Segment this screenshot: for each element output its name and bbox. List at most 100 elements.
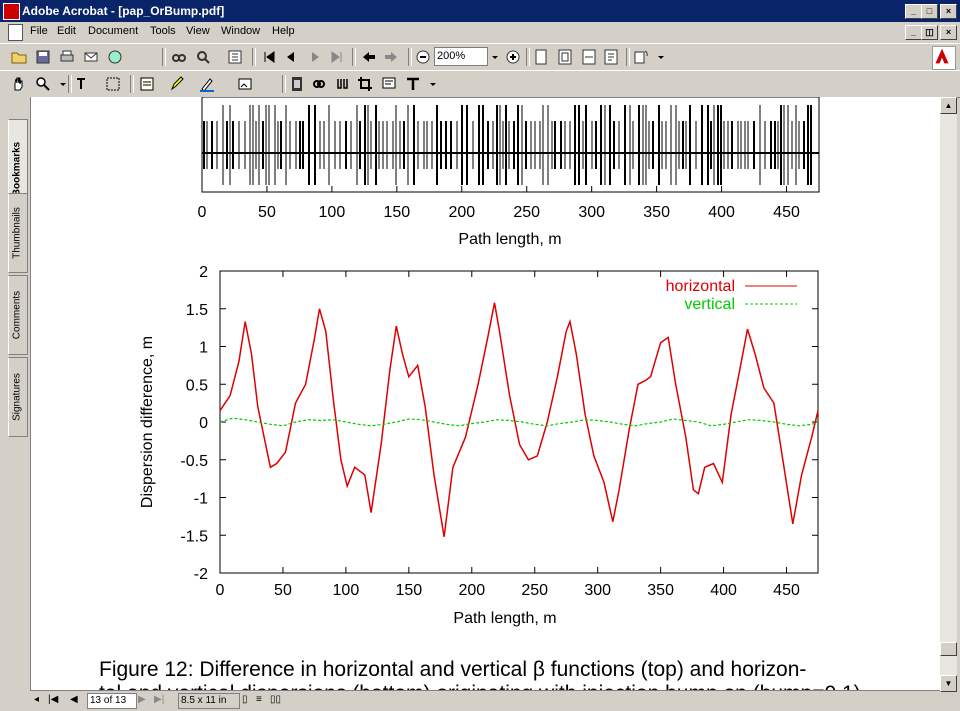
rotate-icon[interactable] xyxy=(632,48,650,66)
form-tool-icon[interactable] xyxy=(380,75,398,93)
find-icon[interactable] xyxy=(170,48,188,66)
zoom-tool-dropdown-icon[interactable] xyxy=(54,75,66,93)
single-page-layout-icon[interactable]: ▯ xyxy=(242,694,248,705)
status-first-page-icon[interactable]: |◀ xyxy=(48,694,59,705)
chart-ylabel: Dispersion difference, m xyxy=(139,336,156,508)
search-web-icon[interactable] xyxy=(106,48,124,66)
pdf-page: 0 50 100 150 200 250 300 350 400 450 Path length,… xyxy=(99,97,861,692)
scrollbar-thumb[interactable] xyxy=(940,642,957,656)
open-icon[interactable] xyxy=(10,48,28,66)
rotate-dropdown-icon[interactable] xyxy=(652,48,664,66)
zoom-tool-icon[interactable] xyxy=(34,75,52,93)
toolbar-main: 200% xyxy=(0,43,960,71)
last-page-icon[interactable] xyxy=(328,48,346,66)
tab-thumbnails[interactable]: Thumbnails xyxy=(8,193,28,273)
minimize-button[interactable]: _ xyxy=(905,4,922,19)
menu-file[interactable]: File xyxy=(30,25,48,37)
y-tick-label: -1.5 xyxy=(180,528,208,545)
go-forward-icon[interactable] xyxy=(382,48,400,66)
movie-tool-icon[interactable] xyxy=(288,75,306,93)
toolbar-separator xyxy=(130,75,134,93)
toolbar-separator xyxy=(626,48,630,66)
next-page-icon[interactable] xyxy=(306,48,324,66)
zoom-in-icon[interactable] xyxy=(504,48,522,66)
page-number-field[interactable]: 13 of 13 xyxy=(87,693,137,709)
chart-frame xyxy=(219,270,819,574)
text-select-icon[interactable] xyxy=(74,75,92,93)
x-tick-label: 0 xyxy=(216,582,225,599)
fit-width-icon[interactable] xyxy=(580,48,598,66)
menu-document[interactable]: Document xyxy=(88,25,139,37)
pencil-tool-icon[interactable] xyxy=(168,75,186,93)
top-plot-xlabel: Path length, m xyxy=(458,231,561,248)
menu-view[interactable]: View xyxy=(186,25,210,37)
touchup-text-icon[interactable] xyxy=(404,75,422,93)
x-tick-label: 150 xyxy=(395,582,422,599)
window-title: Adobe Acrobat - [pap_OrBump.pdf] xyxy=(22,4,225,18)
tab-comments[interactable]: Comments xyxy=(8,275,28,355)
navigation-pane-icon[interactable] xyxy=(226,48,244,66)
pdf-document-icon[interactable] xyxy=(8,24,23,41)
menu-edit[interactable]: Edit xyxy=(57,25,76,37)
top-x-tick-label: 150 xyxy=(383,204,410,221)
touchup-dropdown-icon[interactable] xyxy=(424,75,436,93)
adobe-logo-icon[interactable] xyxy=(932,46,956,70)
email-icon[interactable] xyxy=(82,48,100,66)
top-plot-frame xyxy=(201,97,820,193)
highlight-tool-icon[interactable] xyxy=(198,75,216,93)
vertical-scrollbar[interactable]: ▲ ▼ xyxy=(940,97,957,692)
text-edit-icon[interactable] xyxy=(236,75,254,93)
menu-help[interactable]: Help xyxy=(272,25,295,37)
navigation-tabs: Bookmarks Thumbnails Comments Signatures xyxy=(0,97,30,695)
legend-horizontal-label: horizontal xyxy=(666,278,735,295)
previous-page-icon[interactable] xyxy=(282,48,300,66)
article-tool-icon[interactable] xyxy=(334,75,352,93)
actual-size-icon[interactable] xyxy=(532,48,550,66)
zoom-level-input[interactable]: 200% xyxy=(434,47,488,66)
document-view[interactable]: 0 50 100 150 200 250 300 350 400 450 Path length,… xyxy=(30,97,941,692)
menu-tools[interactable]: Tools xyxy=(150,25,176,37)
doc-close-button[interactable]: × xyxy=(940,25,957,40)
chart-legend: horizontal vertical xyxy=(666,278,797,313)
link-tool-icon[interactable] xyxy=(310,75,328,93)
status-previous-page-icon[interactable]: ◀ xyxy=(70,694,78,705)
go-back-icon[interactable] xyxy=(360,48,378,66)
zoom-dropdown-icon[interactable] xyxy=(486,48,498,66)
toolbar-separator xyxy=(252,48,256,66)
beta-function-plot: 0 50 100 150 200 250 300 350 400 450 Path length,… xyxy=(198,97,820,248)
close-button[interactable]: × xyxy=(940,4,957,19)
search-icon[interactable] xyxy=(194,48,212,66)
note-tool-icon[interactable] xyxy=(138,75,156,93)
print-icon[interactable] xyxy=(58,48,76,66)
doc-minimize-button[interactable]: _ xyxy=(905,25,922,40)
reflow-icon[interactable] xyxy=(602,48,620,66)
status-next-page-icon[interactable]: ▶ xyxy=(138,694,146,705)
doc-restore-button[interactable]: ◫ xyxy=(921,25,938,40)
zoom-out-icon[interactable] xyxy=(414,48,432,66)
crop-tool-icon[interactable] xyxy=(356,75,374,93)
y-tick-label: -0.5 xyxy=(180,453,208,470)
graphics-select-icon[interactable] xyxy=(104,75,122,93)
fit-page-icon[interactable] xyxy=(556,48,574,66)
status-resize-icon: ◂ xyxy=(34,694,40,705)
scroll-up-button[interactable]: ▲ xyxy=(940,97,957,114)
continuous-layout-icon[interactable]: ≡ xyxy=(256,694,262,705)
maximize-button[interactable]: □ xyxy=(921,4,938,19)
top-x-tick-label: 100 xyxy=(319,204,346,221)
y-tick-label: 2 xyxy=(199,264,208,281)
toolbar-separator xyxy=(282,75,286,93)
top-x-tick-label: 450 xyxy=(773,204,800,221)
first-page-icon[interactable] xyxy=(260,48,278,66)
top-x-tick-label: 0 xyxy=(198,204,207,221)
status-last-page-icon[interactable]: ▶| xyxy=(154,694,165,705)
facing-layout-icon[interactable]: ▯▯ xyxy=(270,694,282,705)
tab-signatures[interactable]: Signatures xyxy=(8,357,28,437)
x-tick-label: 200 xyxy=(458,582,485,599)
acrobat-app-icon xyxy=(3,3,20,20)
title-bar: Adobe Acrobat - [pap_OrBump.pdf] _ □ × xyxy=(0,0,960,22)
hand-tool-icon[interactable] xyxy=(10,75,28,93)
save-icon[interactable] xyxy=(34,48,52,66)
menu-window[interactable]: Window xyxy=(221,25,261,37)
y-tick-label: 0.5 xyxy=(186,377,208,394)
scroll-down-button[interactable]: ▼ xyxy=(940,675,957,692)
